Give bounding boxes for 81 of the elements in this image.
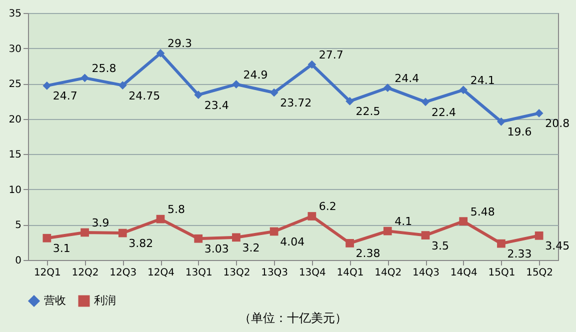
data-label: 5.48 xyxy=(470,205,495,218)
point xyxy=(497,239,506,248)
data-label: 23.72 xyxy=(280,96,312,110)
point xyxy=(346,239,354,248)
text: （单位：十亿美元） xyxy=(239,311,347,325)
point xyxy=(383,226,392,236)
data-label: 3.9 xyxy=(92,216,110,230)
point xyxy=(80,228,89,237)
data-label: 5.8 xyxy=(168,203,185,216)
point xyxy=(308,212,316,220)
point xyxy=(534,109,544,118)
data-label: 22.4 xyxy=(432,106,456,119)
y-tick-label: 15 xyxy=(8,150,22,161)
point xyxy=(156,49,165,58)
point xyxy=(346,97,354,106)
x-tick-label: 15Q2 xyxy=(526,268,554,278)
data-label: 3.2 xyxy=(242,241,260,254)
point xyxy=(383,84,392,92)
point xyxy=(42,82,52,90)
data-label: 4.1 xyxy=(394,215,412,228)
point xyxy=(118,81,127,90)
y-tick-label: 5 xyxy=(15,220,22,232)
data-label: 4.04 xyxy=(280,235,305,248)
data-label: 24.1 xyxy=(470,74,495,87)
point xyxy=(421,98,430,106)
x-tick-label: 12Q1 xyxy=(34,268,61,278)
data-label: 3.5 xyxy=(432,239,449,252)
data-label: 25.8 xyxy=(92,62,116,75)
point xyxy=(80,74,89,82)
point xyxy=(308,60,316,69)
point xyxy=(459,217,468,226)
x-tick-label: 14Q2 xyxy=(374,268,402,278)
x-tick-label: 13Q3 xyxy=(261,268,288,278)
data-label: 2.38 xyxy=(356,247,380,260)
data-label: 20.8 xyxy=(545,117,570,130)
point xyxy=(270,227,278,236)
point xyxy=(194,234,203,243)
point xyxy=(232,80,240,88)
legend-label: 利润 xyxy=(94,294,116,307)
data-label: 19.6 xyxy=(507,126,532,139)
point xyxy=(42,234,52,242)
data-label: 29.3 xyxy=(168,37,192,50)
data-label: 24.75 xyxy=(128,89,160,102)
data-label: 3.03 xyxy=(204,242,229,256)
y-tick-label: 10 xyxy=(8,184,22,196)
x-tick-label: 12Q3 xyxy=(110,268,137,278)
point xyxy=(497,117,506,126)
data-label: 24.9 xyxy=(243,68,268,82)
x-tick-label: 13Q2 xyxy=(223,268,250,278)
x-tick-label: 13Q4 xyxy=(298,268,326,278)
x-tick-label: 15Q1 xyxy=(488,268,516,278)
x-tick-label: 12Q2 xyxy=(72,268,99,278)
y-tick-label: 30 xyxy=(8,44,22,55)
point xyxy=(421,231,430,240)
point xyxy=(194,90,203,100)
x-tick-label: 14Q1 xyxy=(336,268,364,278)
legend-label: 营收 xyxy=(44,294,66,307)
y-tick-label: 35 xyxy=(8,8,22,20)
data-label: 27.7 xyxy=(318,48,344,62)
point xyxy=(232,233,240,242)
data-label: 23.4 xyxy=(204,98,229,112)
point xyxy=(118,228,127,238)
data-label: 3.45 xyxy=(545,240,570,253)
data-label: 6.2 xyxy=(318,200,336,214)
x-tick-label: 14Q3 xyxy=(412,268,440,278)
data-label: 24.7 xyxy=(52,90,78,103)
data-label: 22.5 xyxy=(356,105,380,118)
point xyxy=(534,231,544,240)
data-label: 2.33 xyxy=(507,248,532,261)
point xyxy=(270,88,278,97)
x-tick-label: 14Q4 xyxy=(450,268,478,278)
x-tick-label: 12Q4 xyxy=(148,268,174,278)
x-tick-label: 13Q1 xyxy=(185,268,212,278)
y-tick-label: 25 xyxy=(8,79,22,90)
data-label: 24.4 xyxy=(394,72,420,85)
y-tick-label: 20 xyxy=(8,114,22,126)
point xyxy=(459,86,468,94)
data-label: 3.82 xyxy=(128,237,154,250)
y-tick-label: 0 xyxy=(15,256,22,266)
data-label: 3.1 xyxy=(52,242,70,256)
point xyxy=(156,214,165,224)
